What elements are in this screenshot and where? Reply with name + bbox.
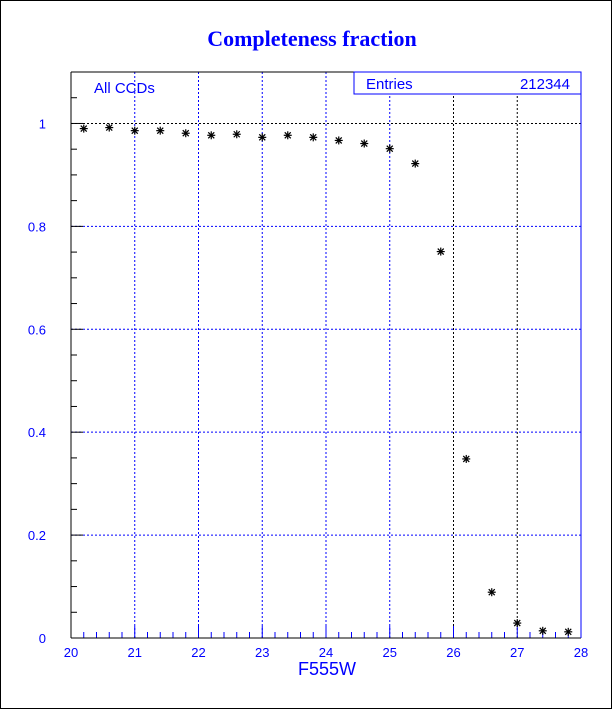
stats-entries-label: Entries — [366, 76, 413, 93]
data-point — [105, 123, 114, 132]
data-point — [181, 129, 190, 138]
data-point — [232, 130, 241, 139]
data-point — [411, 159, 420, 168]
x-tick-label: 24 — [319, 645, 333, 660]
data-point — [564, 627, 573, 636]
marker-stroke — [156, 127, 164, 135]
data-point — [156, 126, 165, 135]
marker-stroke — [233, 130, 241, 138]
data-point — [207, 131, 216, 140]
chart-title: Completeness fraction — [207, 26, 417, 51]
marker-stroke — [284, 131, 292, 139]
tick-labels: 20 21 22 23 24 25 26 27 28 0 0.2 0.4 0.6 0.8 1 — [28, 116, 588, 660]
marker-stroke — [462, 455, 470, 463]
data-point — [334, 136, 343, 145]
y-tick-label: 0.4 — [28, 425, 46, 440]
marker-stroke — [513, 619, 521, 627]
x-tick-label: 27 — [510, 645, 524, 660]
data-points — [79, 123, 573, 636]
marker-stroke — [182, 129, 190, 137]
marker-stroke — [80, 125, 88, 133]
x-tick-label: 28 — [574, 645, 588, 660]
marker-stroke — [335, 137, 343, 144]
data-point — [130, 126, 139, 135]
y-tick-label: 1 — [39, 116, 46, 131]
y-tick-label: 0.2 — [28, 528, 46, 543]
marker-stroke — [131, 127, 139, 135]
marker-stroke — [437, 248, 445, 256]
marker-stroke — [207, 131, 215, 139]
data-point — [283, 131, 292, 140]
marker-stroke — [309, 133, 317, 141]
marker-stroke — [539, 627, 547, 635]
y-tick-label: 0.8 — [28, 219, 46, 234]
data-point — [385, 144, 394, 153]
x-tick-label: 21 — [128, 645, 142, 660]
data-point — [538, 626, 547, 635]
annotation-all-ccds: All CCDs — [94, 80, 155, 97]
axes — [70, 71, 582, 639]
y-tick-label: 0 — [39, 631, 46, 646]
x-tick-label: 25 — [383, 645, 397, 660]
marker-stroke — [386, 145, 394, 153]
x-tick-label: 22 — [191, 645, 205, 660]
data-point — [487, 588, 496, 597]
x-tick-label: 23 — [255, 645, 269, 660]
stats-box: Entries 212344 — [353, 71, 582, 95]
data-point — [462, 454, 471, 463]
marker-stroke — [105, 124, 113, 131]
x-axis-label: F555W — [298, 659, 356, 679]
data-point — [360, 139, 369, 148]
data-point — [513, 619, 522, 628]
marker-stroke — [258, 133, 266, 141]
data-point — [258, 133, 267, 142]
data-point — [79, 124, 88, 133]
grid — [71, 72, 581, 638]
y-tick-label: 0.6 — [28, 322, 46, 337]
data-point — [436, 247, 445, 256]
stats-box-border — [353, 71, 582, 95]
data-point — [309, 133, 318, 142]
x-tick-label: 20 — [64, 645, 78, 660]
stats-entries-value: 212344 — [520, 76, 570, 93]
marker-stroke — [411, 160, 419, 168]
marker-stroke — [564, 628, 572, 636]
marker-stroke — [360, 140, 368, 147]
x-tick-label: 26 — [446, 645, 460, 660]
marker-stroke — [488, 588, 496, 596]
